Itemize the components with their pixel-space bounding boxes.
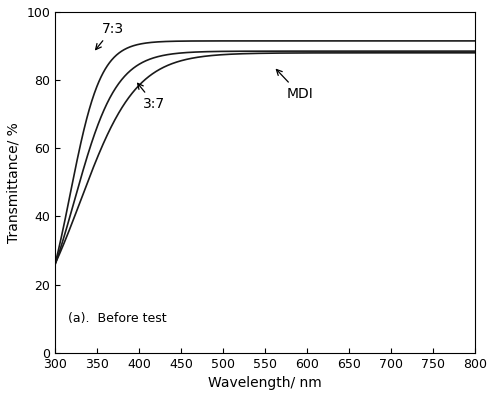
Text: (a).  Before test: (a). Before test (68, 312, 166, 326)
Y-axis label: Transmittance/ %: Transmittance/ % (7, 122, 21, 243)
Text: MDI: MDI (277, 69, 313, 101)
X-axis label: Wavelength/ nm: Wavelength/ nm (208, 376, 322, 390)
Text: 3:7: 3:7 (138, 83, 165, 111)
Text: 7:3: 7:3 (96, 22, 124, 50)
